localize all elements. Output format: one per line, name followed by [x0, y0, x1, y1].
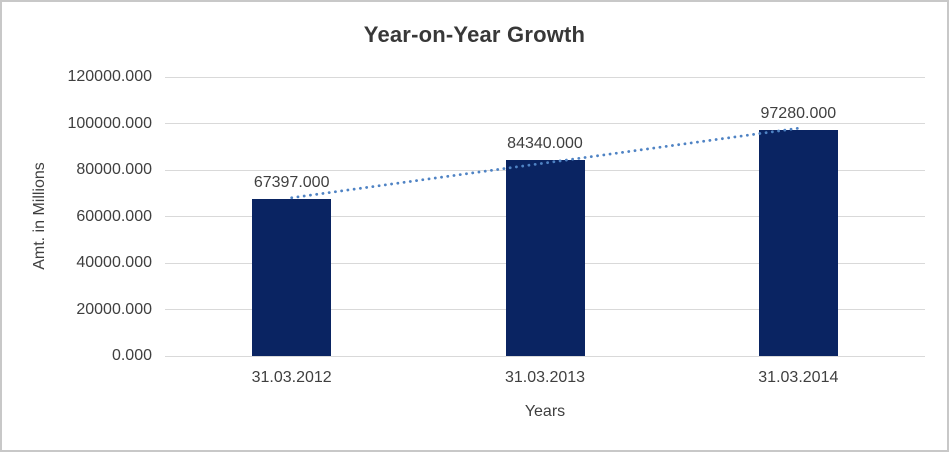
gridline	[165, 76, 925, 78]
bar-data-label: 97280.000	[760, 104, 837, 122]
x-category-label: 31.03.2014	[758, 369, 839, 386]
x-category-label: 31.03.2013	[504, 369, 586, 386]
x-axis-title: Years	[524, 403, 566, 420]
plot-area: 67397.000 31.03.2012 84340.000 31.03.2013 97…	[165, 76, 925, 386]
bar	[252, 199, 332, 356]
gridline	[165, 123, 925, 124]
bar	[758, 129, 838, 356]
y-tick-label: 100000.000	[67, 114, 152, 132]
bar-data-label: 67397.000	[253, 174, 330, 192]
y-tick-label: 80000.000	[76, 161, 152, 178]
bar	[505, 159, 585, 356]
y-tick-label: 20000.000	[76, 300, 152, 318]
y-tick-label: 0.000	[111, 347, 152, 364]
y-tick-label: 120000.000	[67, 68, 152, 85]
bar-data-label: 84340.000	[507, 134, 583, 152]
y-tick-label: 40000.000	[76, 254, 152, 271]
y-tick-label: 60000.000	[76, 207, 152, 225]
x-category-label: 31.03.2012	[251, 369, 332, 386]
chart-title: Year-on-Year Growth	[363, 22, 586, 47]
gridline	[165, 355, 925, 357]
